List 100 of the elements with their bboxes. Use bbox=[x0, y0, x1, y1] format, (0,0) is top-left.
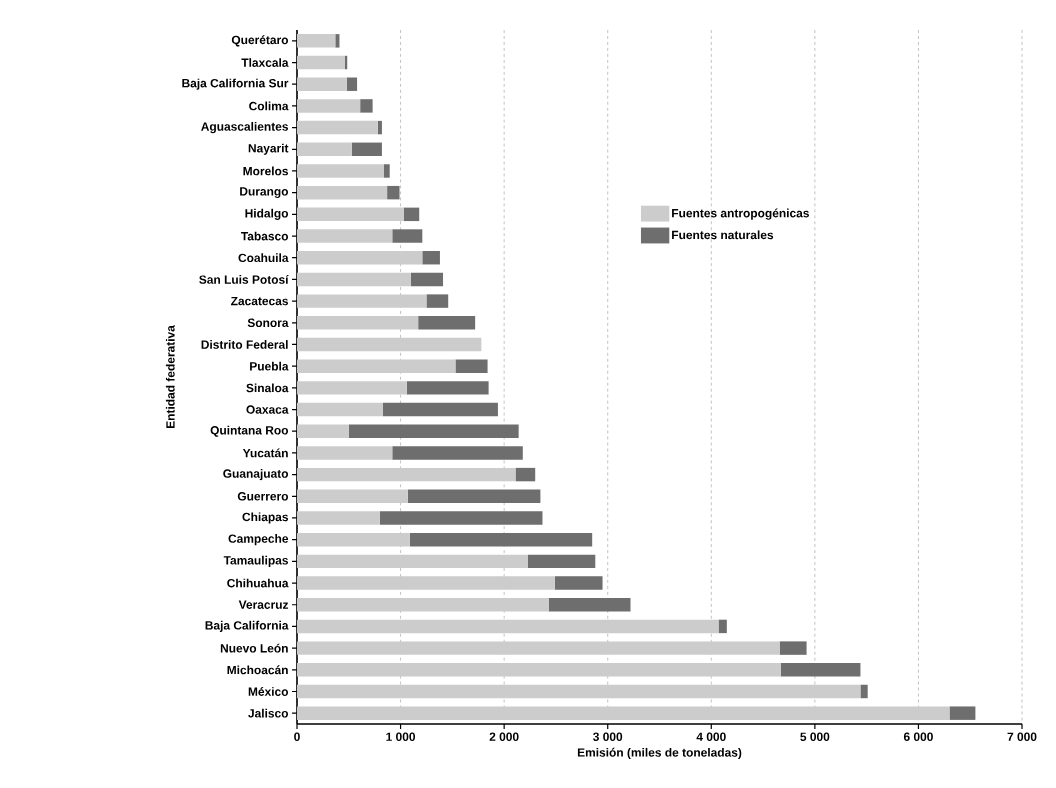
y-tick-label: Morelos bbox=[243, 166, 289, 176]
bar bbox=[297, 337, 482, 352]
bar bbox=[426, 294, 449, 308]
y-tick-label: Chiapas bbox=[242, 512, 289, 524]
y-tick-label: Veracruz bbox=[238, 600, 289, 609]
bar bbox=[297, 34, 336, 48]
x-tick-label: 0 bbox=[294, 732, 300, 741]
y-tick-label: Sinaloa bbox=[246, 383, 289, 393]
bar bbox=[297, 489, 408, 504]
bar bbox=[297, 467, 516, 482]
bar bbox=[297, 446, 393, 460]
bar bbox=[297, 120, 378, 135]
y-tick-label: Tamaulipas bbox=[223, 555, 289, 567]
bar bbox=[779, 641, 807, 655]
bar bbox=[527, 554, 596, 569]
bar bbox=[418, 316, 476, 330]
y-tick-label: Jalisco bbox=[248, 708, 289, 718]
x-tick-label: 2 000 bbox=[489, 732, 519, 741]
bar bbox=[297, 424, 349, 438]
bar bbox=[780, 663, 861, 677]
bar bbox=[297, 359, 456, 373]
y-tick-label: Yucatán bbox=[242, 448, 288, 458]
y-tick-label: Colima bbox=[249, 101, 289, 111]
bar bbox=[392, 229, 423, 243]
bar bbox=[297, 576, 555, 590]
x-tick-label: 5 000 bbox=[800, 732, 830, 741]
bar bbox=[297, 77, 347, 91]
y-tick-label: Chihuahua bbox=[227, 578, 289, 588]
legend-label: Fuentes antropogénicas bbox=[672, 208, 809, 220]
bar bbox=[297, 185, 388, 200]
y-tick-label: Campeche bbox=[228, 534, 289, 546]
bar bbox=[377, 120, 382, 135]
bar bbox=[297, 663, 781, 677]
bar bbox=[297, 641, 780, 655]
y-tick-label: Nuevo León bbox=[220, 643, 288, 653]
y-tick-label: México bbox=[248, 687, 289, 696]
bar bbox=[346, 77, 358, 91]
y-tick-label: Durango bbox=[240, 187, 289, 199]
y-tick-label: Guerrero bbox=[237, 492, 289, 501]
bar bbox=[297, 99, 361, 113]
y-tick-label: Oaxaca bbox=[246, 405, 289, 414]
legend-label: Fuentes naturales bbox=[672, 230, 774, 240]
bar bbox=[297, 684, 861, 699]
y-axis-title: Entidad federativa bbox=[165, 325, 175, 429]
y-tick-label: Sonora bbox=[247, 318, 289, 328]
y-tick-label: Zacatecas bbox=[231, 296, 288, 306]
bar bbox=[297, 532, 410, 547]
y-tick-label: Baja California Sur bbox=[182, 78, 289, 90]
bar bbox=[410, 272, 444, 287]
bar bbox=[382, 402, 498, 417]
bar bbox=[554, 576, 603, 590]
bar bbox=[392, 446, 523, 460]
bar bbox=[407, 489, 541, 504]
bar bbox=[297, 142, 352, 156]
bar bbox=[297, 381, 407, 395]
x-tick-label: 3 000 bbox=[593, 732, 623, 741]
bar bbox=[387, 185, 400, 200]
x-tick-label: 4 000 bbox=[696, 732, 726, 741]
bar bbox=[860, 684, 868, 699]
bar bbox=[718, 619, 727, 634]
bar bbox=[379, 511, 543, 525]
bar bbox=[297, 706, 950, 720]
bar bbox=[297, 207, 404, 222]
bar bbox=[548, 598, 631, 612]
y-tick-label: Guanajuato bbox=[223, 469, 289, 481]
y-tick-label: Puebla bbox=[250, 361, 289, 371]
y-tick-label: San Luis Potosí bbox=[199, 274, 289, 284]
y-tick-label: Distrito Federal bbox=[201, 340, 288, 349]
bar bbox=[297, 294, 427, 308]
bar bbox=[351, 142, 382, 156]
y-tick-label: Tabasco bbox=[241, 231, 289, 241]
bar bbox=[422, 251, 440, 265]
y-tick-label: Querétaro bbox=[231, 35, 289, 47]
bar bbox=[406, 381, 489, 395]
y-tick-label: Tlaxcala bbox=[241, 58, 289, 67]
bar bbox=[297, 402, 383, 417]
y-tick-label: Quintana Roo bbox=[210, 425, 289, 437]
bar bbox=[297, 554, 528, 569]
bar bbox=[384, 164, 390, 178]
bar bbox=[348, 424, 519, 438]
bar bbox=[515, 467, 536, 482]
x-tick-label: 1 000 bbox=[386, 732, 416, 741]
y-tick-label: Hidalgo bbox=[245, 208, 289, 220]
bar bbox=[297, 164, 384, 178]
bar bbox=[297, 619, 719, 634]
bar bbox=[335, 34, 340, 48]
bar bbox=[297, 55, 345, 70]
x-tick-label: 6 000 bbox=[903, 732, 933, 741]
bar bbox=[949, 706, 976, 720]
bar bbox=[297, 272, 411, 287]
bar bbox=[297, 229, 393, 243]
bar bbox=[297, 511, 380, 525]
bar bbox=[297, 251, 423, 265]
bar bbox=[360, 99, 373, 113]
bar bbox=[297, 316, 419, 330]
x-tick-label: 7 000 bbox=[1007, 732, 1037, 741]
y-tick-label: Michoacán bbox=[227, 665, 288, 675]
bar bbox=[409, 532, 593, 547]
y-tick-label: Baja California bbox=[205, 620, 289, 632]
bar bbox=[297, 598, 549, 612]
